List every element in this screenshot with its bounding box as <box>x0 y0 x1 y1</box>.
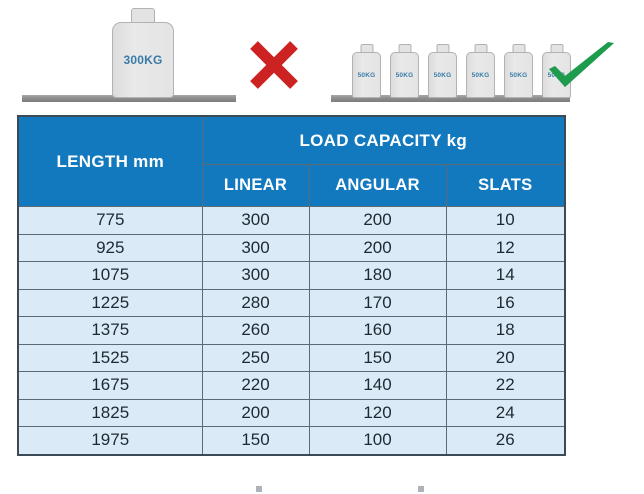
weight-handle <box>131 8 155 24</box>
cell-length: 1825 <box>17 398 203 427</box>
weight-handle <box>512 44 525 53</box>
cell-length: 775 <box>17 206 203 235</box>
check-icon <box>549 42 614 87</box>
weight-body: 50KG <box>352 52 381 98</box>
weight-label: 300KG <box>123 53 163 67</box>
weight-body: 50KG <box>466 52 495 98</box>
cell-linear: 220 <box>201 371 310 400</box>
table-row: 1225 280 170 16 <box>17 288 566 317</box>
cell-slats: 26 <box>445 426 566 455</box>
cell-slats: 18 <box>445 316 566 345</box>
cross-icon <box>250 41 298 89</box>
cell-length: 1525 <box>17 343 203 372</box>
cell-angular: 200 <box>308 206 447 235</box>
weight-label: 50KG <box>395 71 414 79</box>
table-row: 775 300 200 10 <box>17 206 566 235</box>
table-header-row-top: LENGTH mm LOAD CAPACITY kg <box>17 115 566 207</box>
cell-angular: 140 <box>308 371 447 400</box>
column-header-group-load-capacity: LOAD CAPACITY kg <box>201 115 566 165</box>
shelf-surface-right <box>331 95 570 102</box>
cell-slats: 24 <box>445 398 566 427</box>
weight-icon-50kg-4: 50KG <box>466 44 495 98</box>
weight-icon-50kg-2: 50KG <box>390 44 419 98</box>
weight-icon-50kg-5: 50KG <box>504 44 533 98</box>
cell-slats: 22 <box>445 371 566 400</box>
cell-angular: 160 <box>308 316 447 345</box>
load-capacity-table: LENGTH mm LOAD CAPACITY kg LINEAR ANGULA… <box>17 115 566 456</box>
column-header-angular: ANGULAR <box>308 164 447 207</box>
table-row: 1975 150 100 26 <box>17 426 566 455</box>
table-body: 775 300 200 10 925 300 200 12 1075 300 1… <box>17 206 566 455</box>
table-header-row-sub: LINEAR ANGULAR SLATS <box>18 164 566 207</box>
cell-angular: 180 <box>308 261 447 290</box>
cell-angular: 100 <box>308 426 447 455</box>
weight-body: 50KG <box>390 52 419 98</box>
cropped-edge-artifact <box>0 486 644 494</box>
cell-angular: 200 <box>308 233 447 262</box>
column-header-length: LENGTH mm <box>17 115 203 207</box>
cell-length: 925 <box>17 233 203 262</box>
table-row: 925 300 200 12 <box>17 233 566 262</box>
cell-angular: 150 <box>308 343 447 372</box>
weight-handle <box>436 44 449 53</box>
weight-icon-50kg-1: 50KG <box>352 44 381 98</box>
load-distribution-illustration: 300KG 50KG 50KG 50KG 50KG 50KG 50KG <box>0 0 644 110</box>
cell-slats: 16 <box>445 288 566 317</box>
weight-label: 50KG <box>509 71 528 79</box>
weight-handle <box>360 44 373 53</box>
table-header: LENGTH mm LOAD CAPACITY kg LINEAR ANGULA… <box>17 115 566 207</box>
cell-slats: 12 <box>445 233 566 262</box>
cell-length: 1675 <box>17 371 203 400</box>
weight-body: 300KG <box>112 22 174 98</box>
cell-angular: 120 <box>308 398 447 427</box>
weight-handle <box>398 44 411 53</box>
cell-slats: 10 <box>445 206 566 235</box>
cell-length: 1975 <box>17 426 203 455</box>
weight-label: 50KG <box>471 71 490 79</box>
cell-linear: 200 <box>201 398 310 427</box>
cell-length: 1225 <box>17 288 203 317</box>
shelf-surface-left <box>22 95 236 102</box>
weight-handle <box>550 44 563 53</box>
cell-linear: 260 <box>201 316 310 345</box>
cell-angular: 170 <box>308 288 447 317</box>
cell-slats: 20 <box>445 343 566 372</box>
cell-linear: 300 <box>201 233 310 262</box>
weight-body: 50KG <box>504 52 533 98</box>
table-row: 1075 300 180 14 <box>17 261 566 290</box>
table-row: 1825 200 120 24 <box>17 398 566 427</box>
cell-length: 1075 <box>17 261 203 290</box>
cell-length: 1375 <box>17 316 203 345</box>
column-header-slats: SLATS <box>445 164 566 207</box>
cell-linear: 250 <box>201 343 310 372</box>
column-header-linear: LINEAR <box>201 164 310 207</box>
cell-linear: 150 <box>201 426 310 455</box>
table-row: 1525 250 150 20 <box>17 343 566 372</box>
cell-slats: 14 <box>445 261 566 290</box>
cell-linear: 300 <box>201 206 310 235</box>
weight-handle <box>474 44 487 53</box>
weight-body: 50KG <box>428 52 457 98</box>
weight-icon-300kg: 300KG <box>112 8 174 98</box>
weight-label: 50KG <box>433 71 452 79</box>
table-row: 1375 260 160 18 <box>17 316 566 345</box>
weight-icon-50kg-3: 50KG <box>428 44 457 98</box>
cell-linear: 300 <box>201 261 310 290</box>
cell-linear: 280 <box>201 288 310 317</box>
weight-label: 50KG <box>357 71 376 79</box>
table-row: 1675 220 140 22 <box>17 371 566 400</box>
